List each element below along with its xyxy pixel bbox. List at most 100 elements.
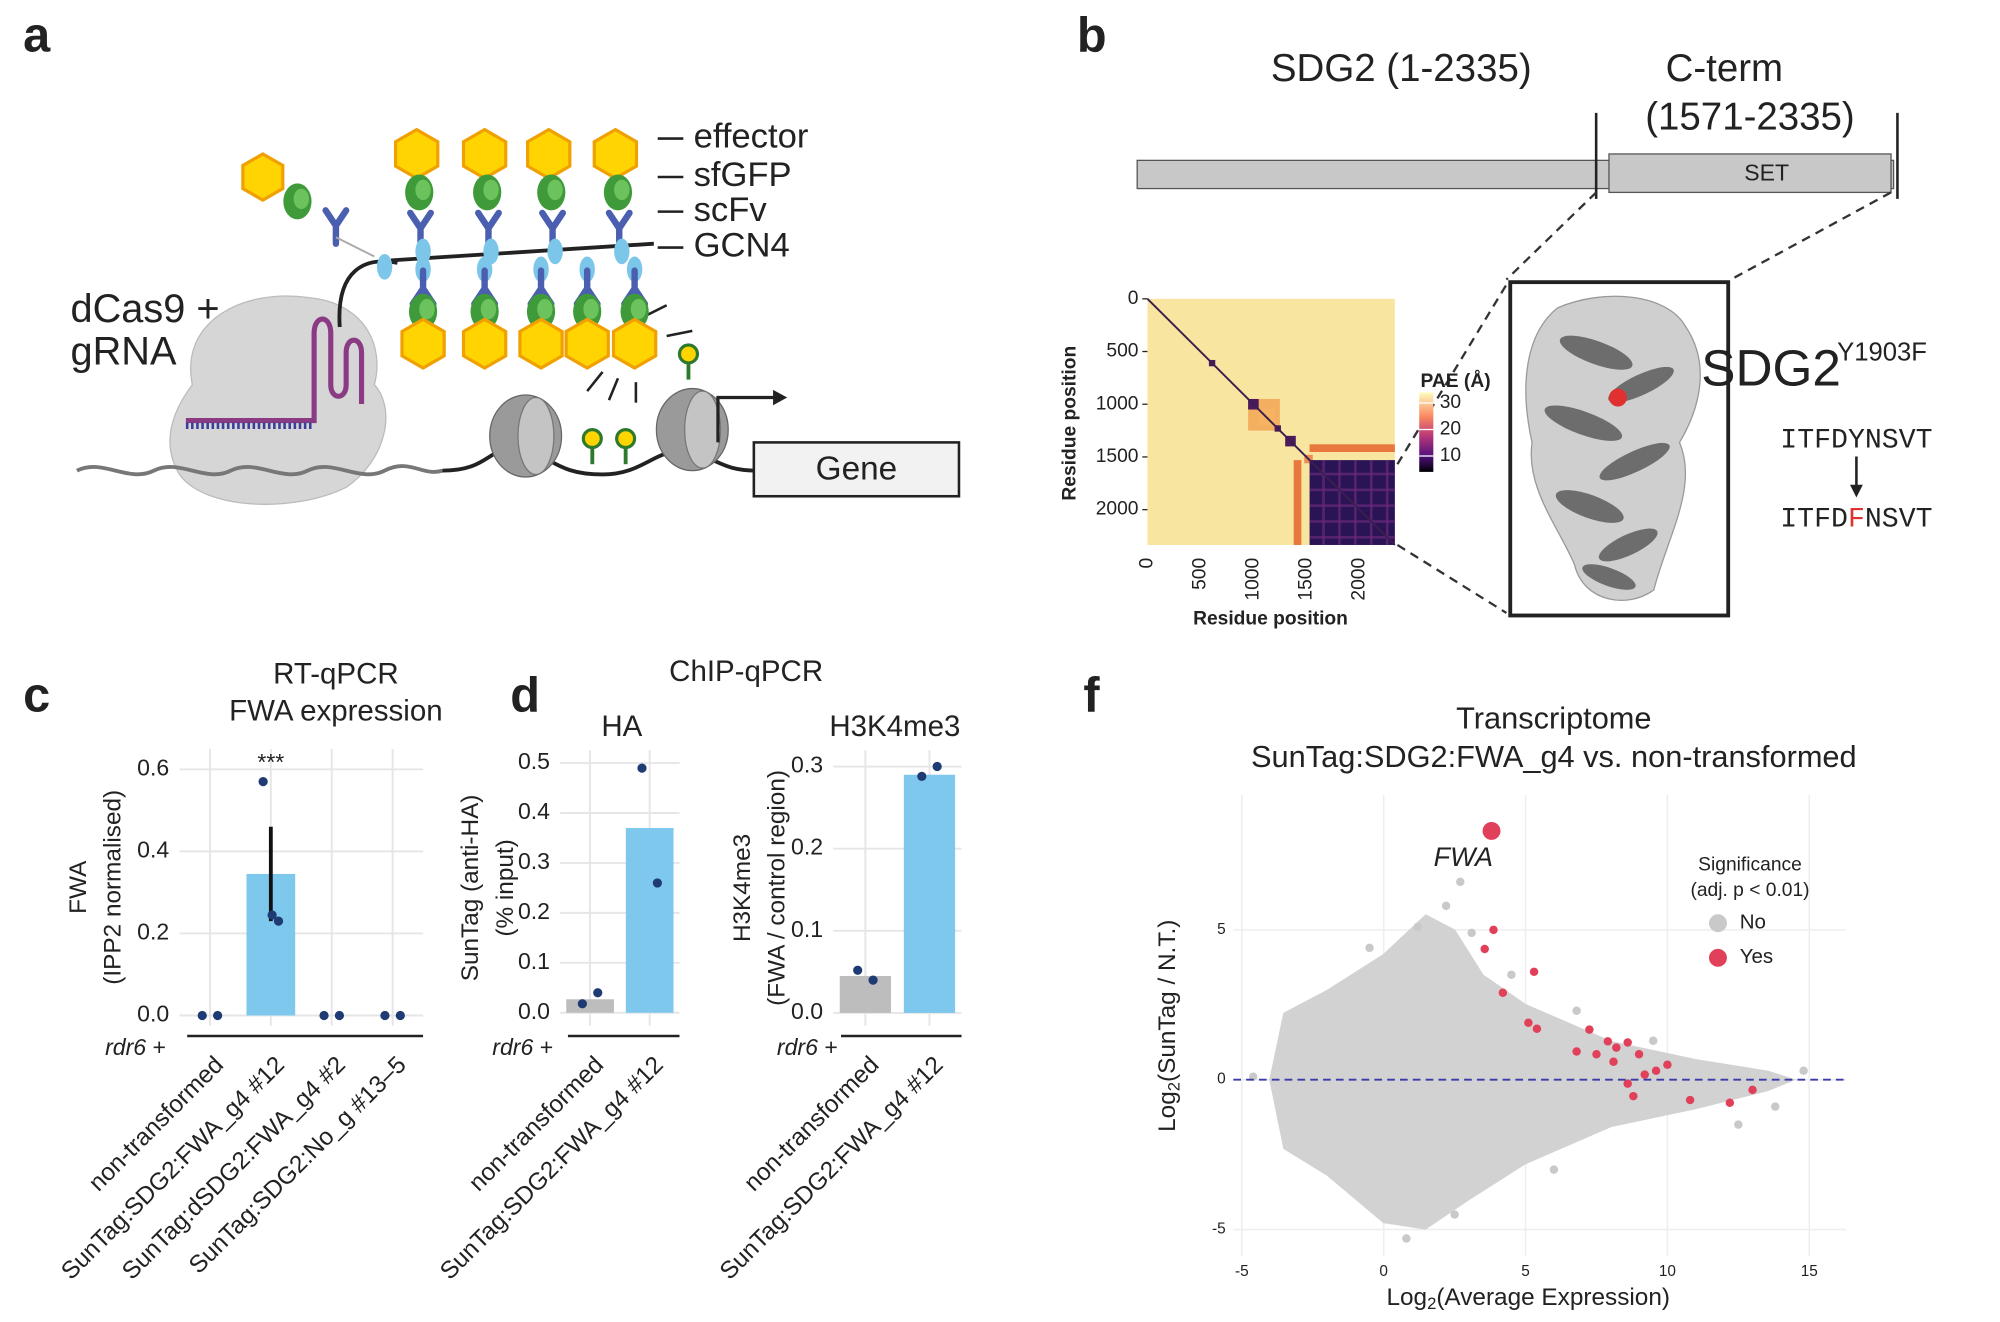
- tss-arrow: [716, 395, 776, 443]
- effector-hexagon: [518, 317, 564, 370]
- colorbar: [1419, 392, 1434, 472]
- heatmap-stripe: [1338, 460, 1341, 545]
- chart-title: Transcriptome: [1456, 701, 1651, 736]
- heatmap-stripe: [1309, 488, 1395, 492]
- gcn4: [376, 253, 393, 280]
- y-tick-label: 0.3: [518, 848, 550, 874]
- data-point: [1524, 1018, 1533, 1027]
- data-point: [1365, 943, 1374, 953]
- x-axis-label-part: 2: [1427, 1295, 1436, 1314]
- data-point: [395, 1010, 405, 1021]
- y-tick-label: 0.4: [137, 836, 169, 862]
- zoom-line: [1396, 543, 1508, 614]
- data-point: [593, 988, 603, 998]
- data-point: [1441, 901, 1451, 911]
- data-point: [334, 1010, 345, 1021]
- gene-label: Gene: [816, 450, 898, 487]
- sequence-part: NSVT: [1865, 505, 1933, 536]
- heatmap-stripe: [1322, 460, 1325, 545]
- heatmap-y-tick: 1500: [1096, 446, 1139, 467]
- heatmap-stripe: [1293, 460, 1302, 545]
- data-point: [1725, 1098, 1735, 1107]
- data-point: [1507, 970, 1516, 980]
- y-axis-label: SunTag (anti-HA): [457, 795, 484, 982]
- panel-title: ChIP-qPCR: [669, 655, 823, 688]
- set-domain: [1608, 153, 1892, 194]
- y-axis-label-part: 2: [1165, 1082, 1184, 1091]
- y-axis-label: Log2(SunTag / N.T.): [1155, 920, 1184, 1132]
- x-tick-label: SunTag:SDG2:FWA_g4 #12: [435, 1051, 669, 1285]
- legend-swatch: [1708, 914, 1727, 933]
- mutation-arrowhead: [1850, 484, 1863, 498]
- sfgfp-shade: [483, 179, 499, 201]
- data-point: [1663, 1060, 1672, 1069]
- data-point: [1529, 967, 1539, 977]
- data-point: [1585, 1025, 1594, 1034]
- sfgfp-shade: [419, 298, 435, 320]
- sfgfp-shade: [480, 298, 497, 320]
- dcas9-label: gRNA: [71, 329, 177, 373]
- colorbar-label: 30: [1440, 392, 1461, 413]
- data-point: [932, 761, 942, 772]
- y-tick-label: 0.3: [791, 752, 823, 778]
- heatmap-stripe: [1309, 444, 1395, 452]
- heatmap-x-tick: 1000: [1242, 558, 1263, 601]
- heatmap-stripe: [1309, 472, 1395, 476]
- x-tick-label: -5: [1235, 1263, 1249, 1280]
- data-point: [319, 1010, 329, 1021]
- bar: [566, 999, 614, 1013]
- y-axis-label: FWA: [65, 860, 92, 914]
- sfgfp-shade: [415, 179, 431, 201]
- y-tick-label: 0: [1217, 1071, 1226, 1088]
- data-point: [213, 1010, 223, 1021]
- heatmap-x-tick: 1500: [1295, 558, 1316, 601]
- effector-hexagon: [393, 127, 440, 181]
- y-tick-label: -5: [1212, 1221, 1226, 1238]
- effector-hexagon: [461, 127, 508, 181]
- helix: [1582, 564, 1636, 590]
- data-point: [1549, 1165, 1559, 1174]
- helix: [1559, 335, 1633, 370]
- colorbar-label: 20: [1440, 419, 1461, 440]
- gene-box: [752, 441, 961, 498]
- group-label: rdr6 +: [105, 1034, 166, 1060]
- heatmap-y-tick: 500: [1106, 341, 1138, 362]
- data-point: [1572, 1006, 1581, 1015]
- nucleosome-face: [517, 396, 555, 476]
- gcn4: [547, 238, 563, 265]
- x-tick-label: 0: [1379, 1263, 1388, 1280]
- data-point: [1685, 1095, 1695, 1105]
- x-axis-label-part: (Average Expression): [1436, 1284, 1670, 1311]
- heatmap-y-tick: 0: [1128, 288, 1139, 309]
- component-label: effector: [694, 118, 809, 156]
- data-point: [380, 1010, 390, 1021]
- sequence-part: F: [1848, 505, 1865, 536]
- y-axis-label-part: (SunTag / N.T.): [1155, 920, 1182, 1082]
- y-axis-label: (% input): [492, 839, 519, 936]
- y-tick-label: 0.0: [137, 1001, 169, 1027]
- legend-label: No: [1740, 911, 1766, 934]
- scfv: [322, 207, 350, 247]
- effector-hexagon: [400, 317, 446, 370]
- histone-mark: [615, 427, 637, 450]
- effector-hexagon: [564, 317, 610, 370]
- x-tick-label: 15: [1801, 1263, 1818, 1280]
- group-label-sign: +: [153, 1034, 166, 1060]
- sequence-part: ITFD: [1780, 505, 1848, 536]
- data-point: [637, 763, 647, 773]
- colorbar-label: 10: [1440, 445, 1461, 466]
- sequence-wt: ITFDYNSVT: [1780, 425, 1932, 456]
- chart-title: SunTag:SDG2:FWA_g4 vs. non-transformed: [1251, 739, 1857, 774]
- y-axis-label: (FWA / control region): [764, 770, 791, 1006]
- heatmap-stripe: [1309, 536, 1395, 539]
- binding-arrow: [335, 236, 375, 258]
- y-tick-label: 0.6: [137, 754, 169, 780]
- y-axis-label: (IPP2 normalised): [100, 790, 127, 985]
- y-axis-label: H3K4me3: [729, 834, 756, 942]
- cterm-label: C-term: [1666, 47, 1783, 90]
- group-label-genotype: rdr6: [777, 1034, 818, 1060]
- sfgfp-shade: [547, 179, 563, 201]
- data-point: [1456, 877, 1465, 887]
- panel-label: a: [23, 8, 51, 62]
